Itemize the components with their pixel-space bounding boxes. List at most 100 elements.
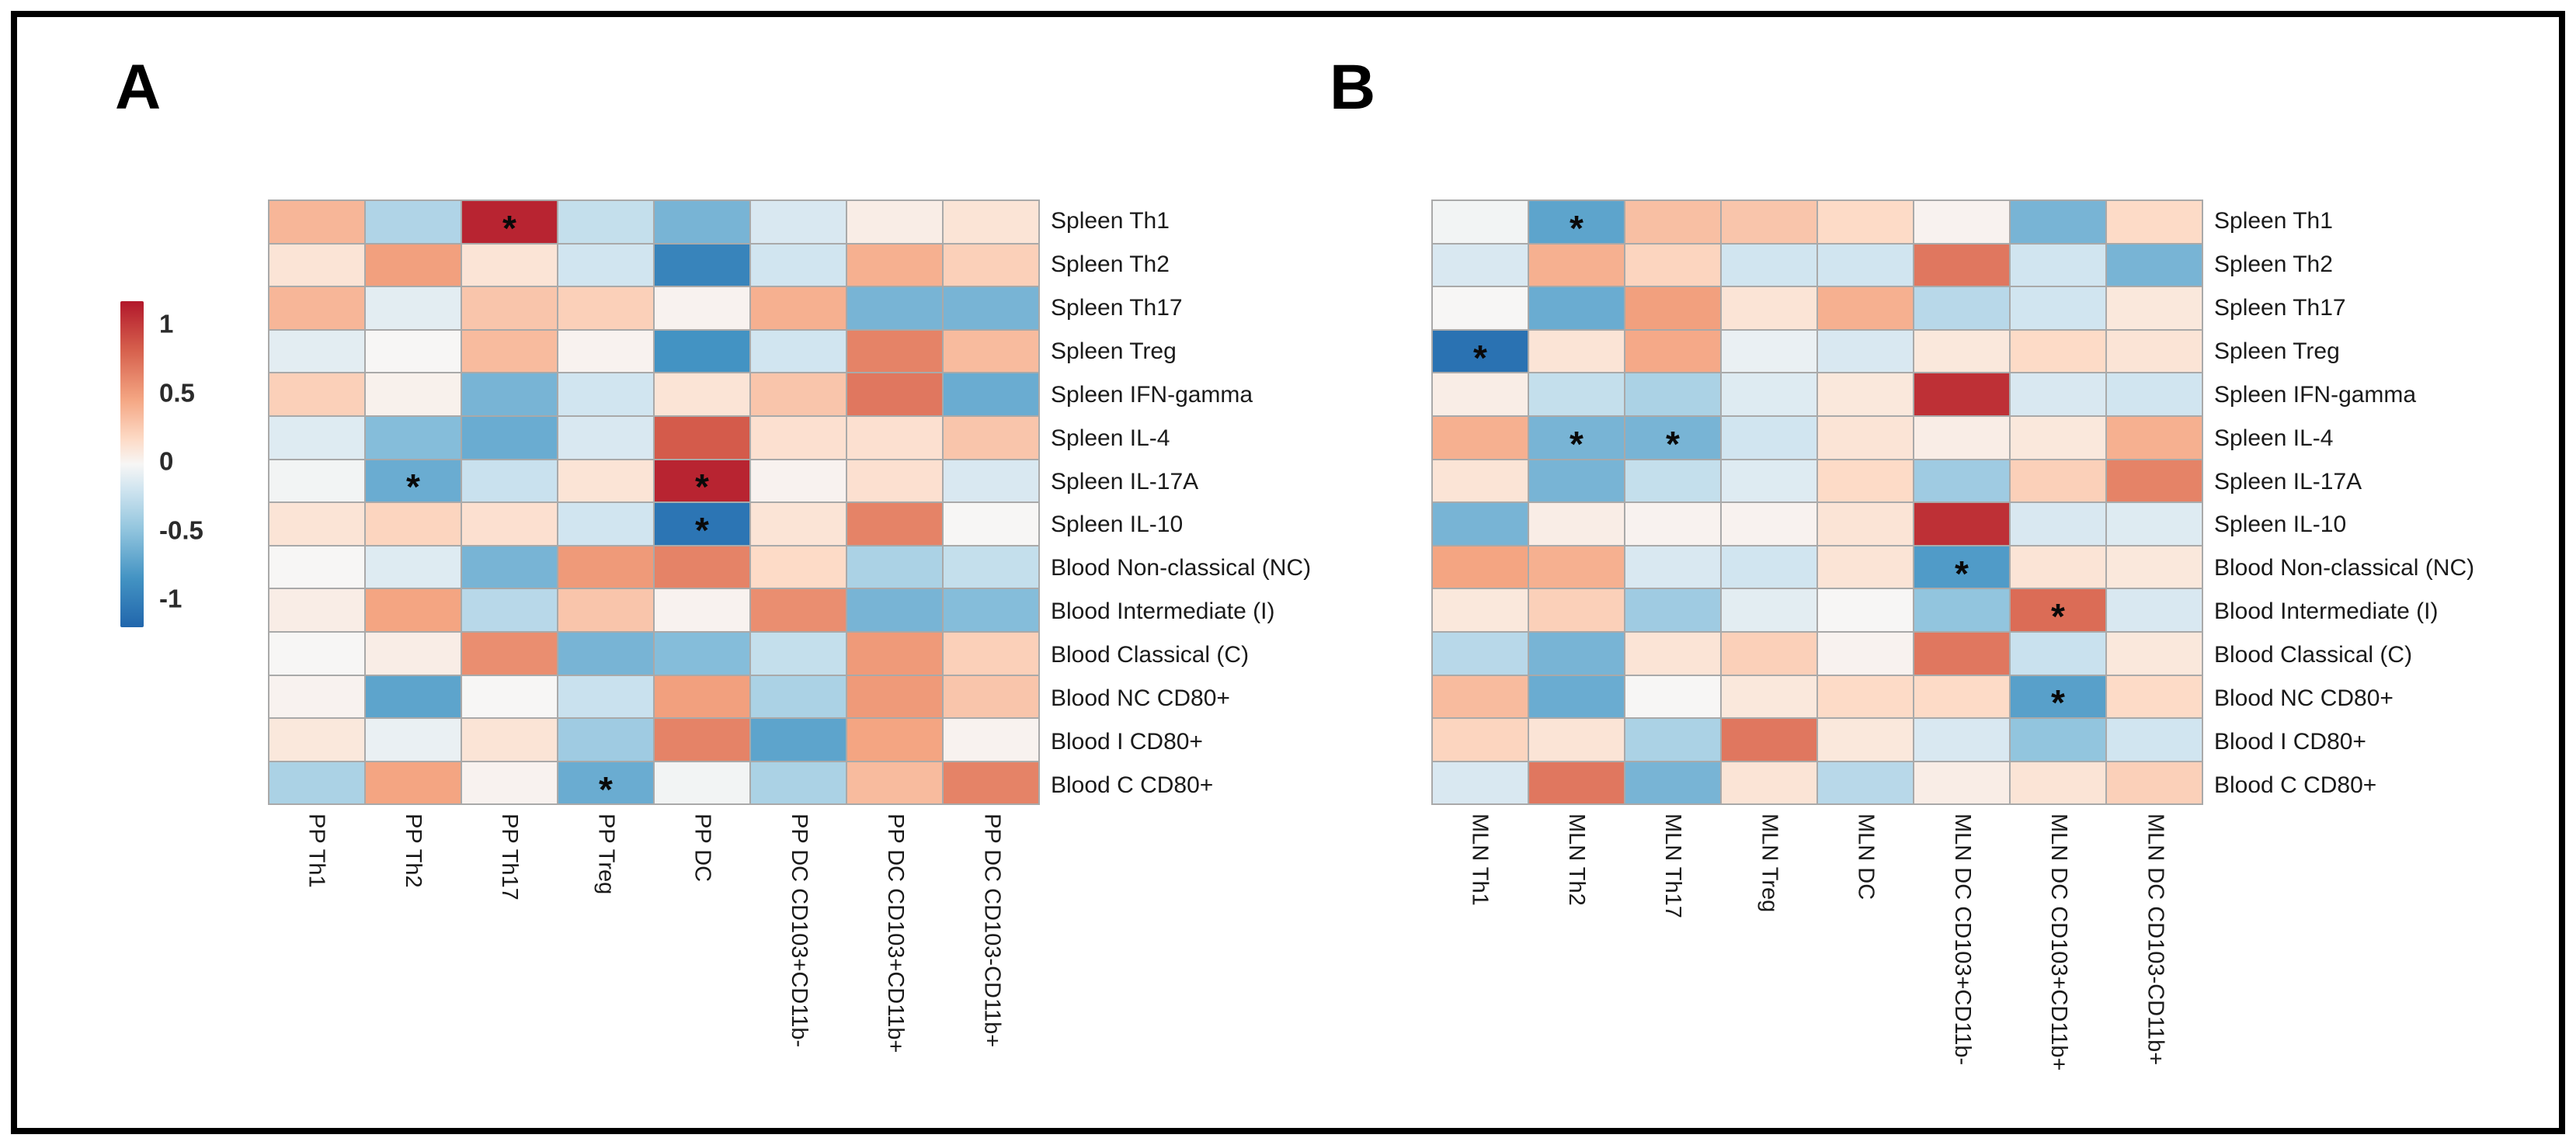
heatmap-cell <box>2107 589 2202 631</box>
row-label: Spleen IL-10 <box>1051 512 1184 538</box>
heatmap-cell <box>847 373 942 415</box>
significance-asterisk: * <box>1473 337 1487 378</box>
heatmap-cell <box>1529 460 1624 502</box>
heatmap-cell <box>2107 201 2202 243</box>
heatmap-cell <box>269 589 364 631</box>
heatmap-cell <box>2011 503 2105 545</box>
heatmap-cell <box>1818 503 1913 545</box>
row-label: Spleen Th17 <box>1051 294 1183 321</box>
heatmap-cell <box>2011 719 2105 761</box>
heatmap-cell <box>1818 373 1913 415</box>
heatmap-cell <box>944 373 1038 415</box>
heatmap-cell <box>751 373 846 415</box>
heatmap-cell <box>462 416 557 459</box>
heatmap-cell <box>655 675 749 718</box>
heatmap-cell <box>462 719 557 761</box>
column-label: PP DC <box>690 814 715 883</box>
heatmap-cell <box>462 675 557 718</box>
heatmap-cell <box>847 244 942 286</box>
heatmap-cell <box>751 589 846 631</box>
heatmap-cell <box>847 762 942 804</box>
heatmap-cell <box>751 201 846 243</box>
row-label: Blood Intermediate (I) <box>2214 599 2439 625</box>
heatmap-cell <box>2011 201 2105 243</box>
heatmap-cell <box>1914 330 2009 373</box>
heatmap-cell <box>1433 503 1528 545</box>
heatmap-cell <box>366 675 461 718</box>
heatmap-cell <box>269 762 364 804</box>
heatmap-cell <box>269 632 364 675</box>
heatmap-cell <box>1722 719 1816 761</box>
column-label: MLN DC <box>1853 814 1879 900</box>
heatmap-panel-a: * * * * * <box>268 200 1040 810</box>
heatmap-cell <box>847 330 942 373</box>
row-label: Spleen Treg <box>1051 338 1177 364</box>
heatmap-cell <box>751 287 846 329</box>
row-label: Spleen IFN-gamma <box>1051 381 1253 408</box>
heatmap-cell <box>1625 503 1720 545</box>
heatmap-cell <box>2107 632 2202 675</box>
heatmap-cell <box>1914 416 2009 459</box>
significance-asterisk: * <box>695 467 709 508</box>
heatmap-cell <box>269 287 364 329</box>
heatmap-cell <box>1722 675 1816 718</box>
significance-asterisk: * <box>599 769 613 810</box>
heatmap-cell <box>366 589 461 631</box>
heatmap-cell <box>655 416 749 459</box>
heatmap-cell <box>1433 244 1528 286</box>
heatmap-cell <box>1433 589 1528 631</box>
heatmap-cell <box>944 762 1038 804</box>
row-label: Spleen Th17 <box>2214 294 2346 321</box>
heatmap-cell <box>655 201 749 243</box>
row-label: Blood C CD80+ <box>1051 772 1214 799</box>
heatmap-cell <box>2107 416 2202 459</box>
heatmap-cell <box>2011 460 2105 502</box>
heatmap-cell <box>269 244 364 286</box>
heatmap-cell <box>1818 330 1913 373</box>
row-label: Spleen Th1 <box>2214 207 2333 234</box>
significance-asterisk: * <box>1666 423 1680 464</box>
heatmap-cell <box>2011 416 2105 459</box>
heatmap-cell <box>1818 589 1913 631</box>
heatmap-cell <box>2107 373 2202 415</box>
heatmap-cell <box>558 460 653 502</box>
heatmap-cell <box>462 589 557 631</box>
heatmap-cell <box>1914 287 2009 329</box>
heatmap-cell <box>1625 719 1720 761</box>
heatmap-cell <box>751 460 846 502</box>
column-label: MLN Th2 <box>1563 814 1589 906</box>
heatmap-cell <box>1529 287 1624 329</box>
heatmap-cell <box>1529 330 1624 373</box>
heatmap-cell <box>462 546 557 588</box>
heatmap-cell <box>655 719 749 761</box>
heatmap-cell <box>558 244 653 286</box>
heatmap-cell <box>2107 546 2202 588</box>
heatmap-cell <box>2107 503 2202 545</box>
heatmap-cell <box>1625 244 1720 286</box>
row-label: Spleen IL-4 <box>2214 425 2334 451</box>
heatmap-cell: * <box>1529 201 1624 246</box>
heatmap-cell <box>1625 546 1720 588</box>
heatmap-cell <box>751 719 846 761</box>
heatmap-cell <box>366 287 461 329</box>
heatmap-cell <box>655 244 749 286</box>
heatmap-cell <box>655 287 749 329</box>
heatmap-cell <box>1818 675 1913 718</box>
heatmap-cell <box>2107 287 2202 329</box>
row-label: Spleen IL-17A <box>1051 468 1199 494</box>
heatmap-cell <box>269 719 364 761</box>
row-label: Spleen Th2 <box>1051 251 1170 277</box>
heatmap-cell <box>1625 589 1720 631</box>
heatmap-cell <box>1914 201 2009 243</box>
heatmap-cell <box>1529 632 1624 675</box>
heatmap-cell <box>1818 460 1913 502</box>
heatmap-cell <box>655 330 749 373</box>
heatmap-cell <box>1625 762 1720 804</box>
heatmap-cell <box>269 503 364 545</box>
column-label: MLN Th17 <box>1660 814 1686 918</box>
heatmap-cell <box>462 762 557 804</box>
colorbar-tick-label: -0.5 <box>159 515 203 545</box>
heatmap-cell <box>269 416 364 459</box>
heatmap-cell <box>558 675 653 718</box>
row-label: Blood NC CD80+ <box>2214 685 2393 712</box>
